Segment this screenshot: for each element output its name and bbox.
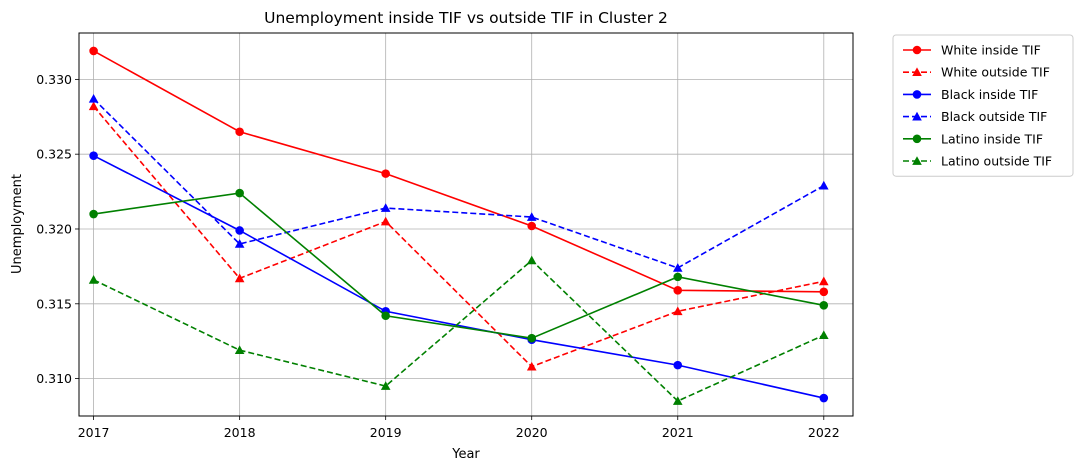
- data-point: [818, 330, 829, 340]
- x-tick-label: 2019: [370, 425, 402, 440]
- x-tick-label: 2020: [516, 425, 548, 440]
- chart-title: Unemployment inside TIF vs outside TIF i…: [264, 9, 668, 27]
- legend-label: Latino inside TIF: [941, 131, 1043, 146]
- legend-entry: Latino outside TIF: [903, 154, 1052, 169]
- y-tick-label: 0.330: [36, 72, 72, 87]
- data-point: [819, 287, 829, 297]
- legend-label: Black inside TIF: [941, 87, 1038, 102]
- series-line: [92, 105, 824, 368]
- grid: [79, 33, 853, 416]
- x-axis-label: Year: [451, 447, 480, 462]
- data-point: [672, 306, 683, 316]
- data-point: [673, 286, 683, 295]
- data-point: [526, 212, 537, 221]
- y-tick-label: 0.315: [36, 296, 72, 311]
- legend-box: [892, 34, 1074, 177]
- data-point: [380, 203, 391, 212]
- series-white-inside-tif: [89, 46, 829, 297]
- data-point: [88, 275, 99, 284]
- data-point: [234, 345, 245, 355]
- series-latino-outside-tif: [88, 255, 829, 405]
- data-point: [673, 360, 683, 370]
- y-tick-label: 0.325: [36, 147, 72, 162]
- legend-entry: Black inside TIF: [903, 87, 1038, 102]
- data-point: [526, 255, 537, 265]
- y-tick-label: 0.320: [36, 221, 72, 236]
- data-point: [234, 273, 245, 283]
- legend-label: Latino outside TIF: [941, 154, 1052, 169]
- legend-label: White inside TIF: [941, 43, 1041, 58]
- data-point: [672, 396, 683, 405]
- legend-marker: [912, 134, 922, 144]
- legend: White inside TIF White outside TIF Black i…: [892, 34, 1074, 177]
- data-point: [526, 361, 537, 371]
- data-point: [235, 188, 244, 198]
- series-line: [93, 259, 825, 402]
- data-point: [89, 46, 98, 56]
- data-point: [381, 169, 390, 178]
- legend-marker: [912, 111, 922, 121]
- x-tick-label: 2022: [808, 425, 840, 440]
- data-point: [380, 381, 391, 390]
- data-point: [380, 216, 391, 226]
- data-point: [89, 151, 98, 160]
- x-tick-label: 2021: [662, 425, 694, 440]
- legend-marker: [912, 45, 922, 55]
- y-axis-label: Unemployment: [10, 174, 25, 274]
- series-black-inside-tif: [89, 151, 829, 403]
- data-point: [527, 221, 537, 231]
- x-tick-label: 2017: [78, 425, 110, 440]
- series-line: [93, 98, 825, 269]
- series-line: [93, 50, 824, 293]
- data-point: [234, 239, 245, 248]
- data-point: [88, 94, 99, 103]
- data-point: [818, 180, 829, 190]
- legend-marker: [912, 90, 922, 99]
- legend-entry: Black outside TIF: [903, 109, 1047, 124]
- series-black-outside-tif: [88, 94, 829, 272]
- data-point: [673, 272, 683, 282]
- legend-label: Black outside TIF: [941, 109, 1047, 124]
- data-point: [89, 209, 98, 219]
- data-point: [235, 127, 244, 137]
- legend-entry: White outside TIF: [903, 65, 1050, 80]
- series-latino-inside-tif: [89, 188, 829, 343]
- data-point: [818, 276, 829, 286]
- legend-label: White outside TIF: [941, 65, 1050, 80]
- data-point: [672, 263, 683, 272]
- legend-marker: [912, 156, 922, 165]
- data-point: [819, 300, 829, 310]
- series-white-outside-tif: [88, 101, 829, 371]
- y-tick-label: 0.310: [36, 371, 72, 386]
- data-point: [819, 393, 829, 403]
- data-point: [235, 226, 244, 235]
- x-axis-ticks: 2017 2018 2019 2020 2021 2022: [78, 416, 840, 440]
- series-lines: [88, 46, 829, 405]
- plot-area-frame: [78, 32, 854, 417]
- data-point: [88, 101, 99, 111]
- legend-marker: [912, 67, 922, 77]
- data-point: [381, 311, 390, 321]
- series-line: [93, 154, 824, 399]
- legend-entry: White inside TIF: [903, 43, 1041, 58]
- data-point: [527, 333, 537, 343]
- x-tick-label: 2018: [224, 425, 256, 440]
- legend-entry: Latino inside TIF: [903, 131, 1043, 146]
- y-axis-ticks: 0.310 0.315 0.320 0.325 0.330: [36, 72, 79, 386]
- series-line: [93, 192, 824, 340]
